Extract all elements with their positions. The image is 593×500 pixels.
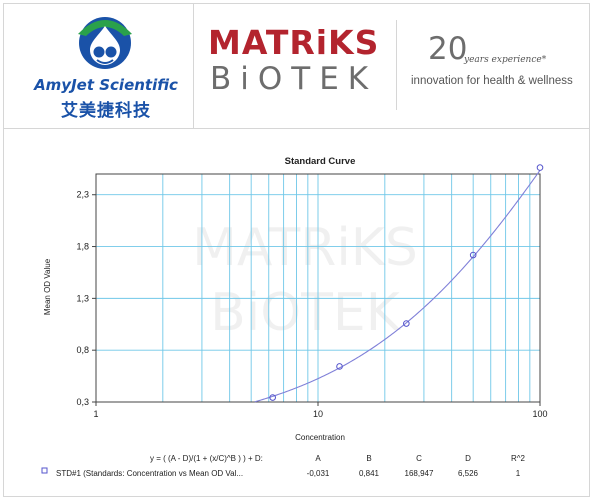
logo-divider-2 xyxy=(396,20,397,110)
watermark-bottom: BiOTEK xyxy=(210,283,402,343)
fit-column-headers: A B C D R^2 xyxy=(315,454,525,463)
fit-column-header: C xyxy=(416,454,422,463)
y-tick-label: 0,3 xyxy=(76,397,89,407)
fit-value: 1 xyxy=(516,469,521,478)
data-point xyxy=(269,394,276,401)
amyjet-brand-name-cn: 艾美捷科技 xyxy=(61,101,151,121)
fit-column-header: A xyxy=(315,454,321,463)
matriks-logo-bottom: BiOTEK xyxy=(210,61,378,97)
fit-value: 168,947 xyxy=(405,469,434,478)
y-tick-label: 1,8 xyxy=(76,242,89,252)
fit-column-header: R^2 xyxy=(511,454,526,463)
x-tick-label: 1 xyxy=(93,409,98,419)
fit-column-header: D xyxy=(465,454,471,463)
x-tick-label: 100 xyxy=(532,409,547,419)
data-point xyxy=(403,320,410,327)
amyjet-brand-name: AmyJet Scientific xyxy=(34,76,178,94)
x-axis-label: Concentration xyxy=(295,433,345,442)
chart-grid xyxy=(96,174,540,403)
series-legend-marker xyxy=(41,467,48,474)
header-divider xyxy=(3,128,590,129)
data-point xyxy=(536,164,544,171)
fit-curve xyxy=(254,169,541,403)
fit-value: 6,526 xyxy=(458,469,479,478)
watermark-top: MATRiKS xyxy=(192,218,418,278)
fit-value: 0,841 xyxy=(359,469,380,478)
fit-equation: y = ( (A - D)/(1 + (x/C)^B ) ) + D: xyxy=(150,454,263,463)
experience-text: years experience* xyxy=(464,55,547,65)
y-tick-label: 0,8 xyxy=(76,345,89,355)
fit-values: -0,031 0,841 168,947 6,526 1 xyxy=(307,469,521,478)
data-points xyxy=(269,164,544,401)
y-axis-label: Mean OD Value xyxy=(43,258,52,315)
fit-column-header: B xyxy=(366,454,371,463)
experience-number: 20 xyxy=(428,31,468,67)
fit-value: -0,031 xyxy=(307,469,330,478)
x-tick-label: 10 xyxy=(313,409,323,419)
standard-curve-chart: MATRiKS BiOTEK Standard Curve Mean OD Va… xyxy=(41,156,548,478)
experience-tagline: innovation for health & wellness xyxy=(411,75,573,87)
amyjet-logo-icon xyxy=(78,17,132,69)
y-tick-label: 2,3 xyxy=(76,190,89,200)
data-point xyxy=(336,363,343,370)
matriks-logo-top: MATRiKS xyxy=(208,23,380,62)
fit-row-label: STD#1 (Standards: Concentration vs Mean … xyxy=(56,469,243,478)
axis-ticks: 1 10 100 0,3 0,8 1,3 1,8 2,3 xyxy=(76,190,547,419)
chart-title: Standard Curve xyxy=(285,156,356,167)
data-point xyxy=(469,251,477,259)
content-frame xyxy=(3,3,590,497)
logo-divider xyxy=(193,3,194,128)
y-tick-label: 1,3 xyxy=(76,293,89,303)
